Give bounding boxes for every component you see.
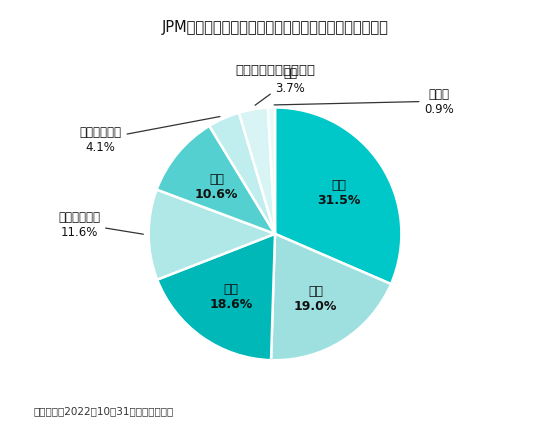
Wedge shape <box>239 108 275 234</box>
Wedge shape <box>271 234 391 360</box>
Text: シンガポール
4.1%: シンガポール 4.1% <box>80 117 220 154</box>
Text: インドネシア
11.6%: インドネシア 11.6% <box>58 210 144 238</box>
Wedge shape <box>157 127 275 234</box>
Text: 台湾
19.0%: 台湾 19.0% <box>294 284 337 312</box>
Wedge shape <box>148 190 275 280</box>
Text: 出所：月抠2022年10月31日より著者作成: 出所：月抠2022年10月31日より著者作成 <box>33 406 173 415</box>
Text: 中国
31.5%: 中国 31.5% <box>317 179 360 207</box>
Wedge shape <box>210 113 275 234</box>
Text: 韓国
18.6%: 韓国 18.6% <box>210 282 253 310</box>
Text: 《組入上位国・地域》: 《組入上位国・地域》 <box>235 64 315 77</box>
Text: JPMアジア株・アクティブ・オープンのポートフォリオ: JPMアジア株・アクティブ・オープンのポートフォリオ <box>162 20 388 35</box>
Wedge shape <box>157 234 275 360</box>
Text: 香港
10.6%: 香港 10.6% <box>195 172 238 200</box>
Wedge shape <box>275 108 402 285</box>
Wedge shape <box>268 108 275 234</box>
Text: タイ
3.7%: タイ 3.7% <box>255 66 305 106</box>
Text: その他
0.9%: その他 0.9% <box>274 88 454 116</box>
